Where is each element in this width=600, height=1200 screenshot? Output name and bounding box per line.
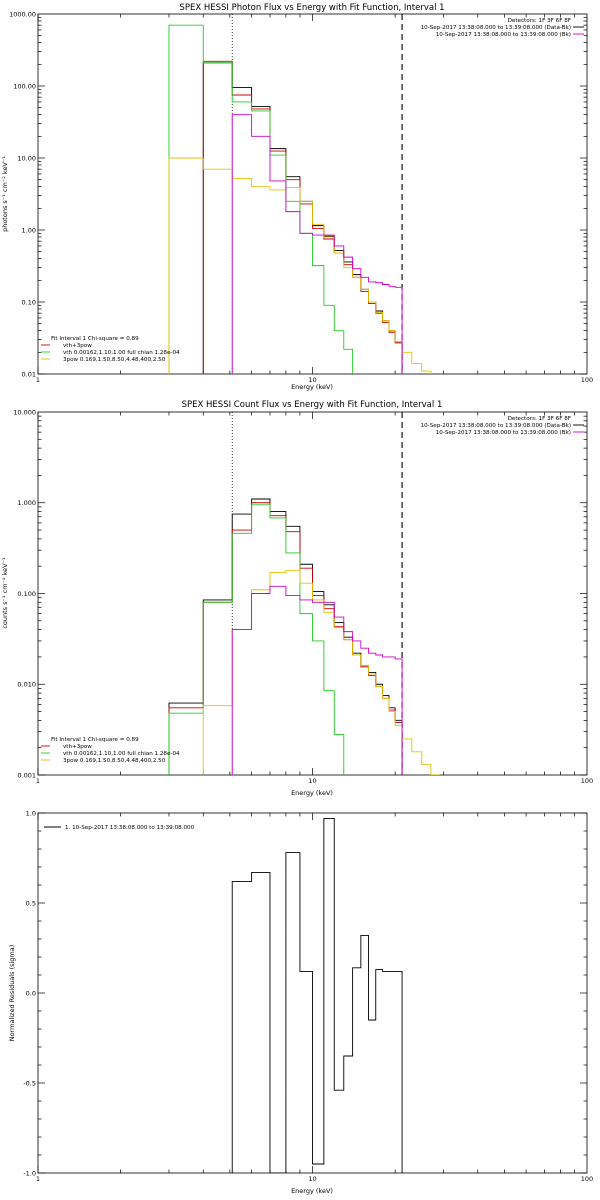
series-line <box>202 62 403 374</box>
legend-text: Detectors: 1F 3F 6F 8F <box>508 18 571 24</box>
chart-title: SPEX HESSI Photon Flux vs Energy with Fi… <box>179 3 444 13</box>
legend-text: 1. 10-Sep-2017 13:38:08.000 to 13:39:08.… <box>65 825 195 831</box>
y-tick-label: -0.5 <box>23 1079 36 1087</box>
legend-text: 10-Sep-2017 13:38:08.000 to 13:39:08.000… <box>436 32 571 38</box>
legend-text: 10-Sep-2017 13:38:08.000 to 13:39:08.000… <box>421 25 571 31</box>
y-tick-label: -1.0 <box>23 1169 36 1177</box>
series-line <box>168 157 432 374</box>
x-tick-label: 10 <box>308 376 316 384</box>
legend-header: Fit Interval 1 Chi-square = 0.89 <box>51 336 139 342</box>
x-tick-label: 100 <box>581 777 593 785</box>
legend-text: 3pow 0.169,1.50,8.50,4.48,400,2.50 <box>63 758 166 764</box>
x-tick-label: 10 <box>308 1175 316 1183</box>
y-tick-label: 100.00 <box>13 82 36 90</box>
y-tick-label: 1.0 <box>26 809 36 817</box>
series-line <box>202 60 403 374</box>
y-tick-label: 0.001 <box>17 771 36 779</box>
series-group <box>168 498 440 775</box>
x-tick-label: 1 <box>36 376 40 384</box>
y-tick-label: 0.01 <box>22 370 36 378</box>
y-tick-label: 0.010 <box>17 681 36 689</box>
y-tick-label: 10.000 <box>13 408 36 416</box>
x-axis-label: Energy (keV) <box>291 789 333 797</box>
count-flux-panel: SPEX HESSI Count Flux vs Energy with Fit… <box>1 400 593 797</box>
legend-header: Fit Interval 1 Chi-square = 0.89 <box>51 737 139 743</box>
legend-text: vth+3pow <box>63 744 92 750</box>
x-tick-label: 1 <box>36 777 40 785</box>
legend-text: vth 0.00162,1.10,1.00 full chian 1.28e-0… <box>63 350 180 356</box>
y-axis-label: photons s⁻¹ cm⁻² keV⁻¹ <box>1 156 9 232</box>
x-axis-label: Energy (keV) <box>291 1187 333 1195</box>
legend-text: 10-Sep-2017 13:38:08.000 to 13:39:08.000… <box>436 430 571 436</box>
plot-frame <box>37 13 588 375</box>
series-group <box>168 24 432 374</box>
legend-text: Detectors: 1F 3F 6F 8F <box>508 416 571 422</box>
residuals-panel: Energy (keV) Normalized Residuals (sigma… <box>8 809 593 1195</box>
chart-title: SPEX HESSI Count Flux vs Energy with Fit… <box>182 400 443 410</box>
photon-flux-panel: SPEX HESSI Photon Flux vs Energy with Fi… <box>1 3 593 391</box>
x-tick-label: 100 <box>581 1175 593 1183</box>
series-line <box>231 585 403 775</box>
x-tick-label: 1 <box>36 1175 40 1183</box>
y-tick-label: 0.0 <box>26 989 36 997</box>
y-tick-label: 1000.00 <box>9 10 36 18</box>
y-tick-label: 10.00 <box>17 154 36 162</box>
legend-text: vth 0.00162,1.10,1.00 full chian 1.28e-0… <box>63 751 180 757</box>
y-tick-label: 0.5 <box>26 899 36 907</box>
series-line <box>202 569 440 775</box>
x-axis-label: Energy (keV) <box>291 383 333 391</box>
y-tick-label: 0.100 <box>17 590 36 598</box>
y-axis-label: counts s⁻¹ cm⁻² keV⁻¹ <box>1 557 9 629</box>
x-tick-label: 10 <box>308 777 316 785</box>
series-line <box>168 24 354 374</box>
y-tick-label: 1.000 <box>17 499 36 507</box>
legend-text: 3pow 0.169,1.50,8.50,4.48,400,2.50 <box>63 357 166 363</box>
series-group <box>231 817 403 1173</box>
legend-text: 10-Sep-2017 13:38:08.000 to 13:39:08.000… <box>421 423 571 429</box>
y-tick-label: 1.00 <box>22 226 36 234</box>
series-line <box>231 817 403 1173</box>
y-tick-label: 0.10 <box>22 298 36 306</box>
x-tick-label: 100 <box>581 376 593 384</box>
series-line <box>231 114 403 374</box>
y-axis-label: Normalized Residuals (sigma) <box>8 945 16 1042</box>
legend-text: vth+3pow <box>63 343 92 349</box>
series-line <box>168 504 345 775</box>
